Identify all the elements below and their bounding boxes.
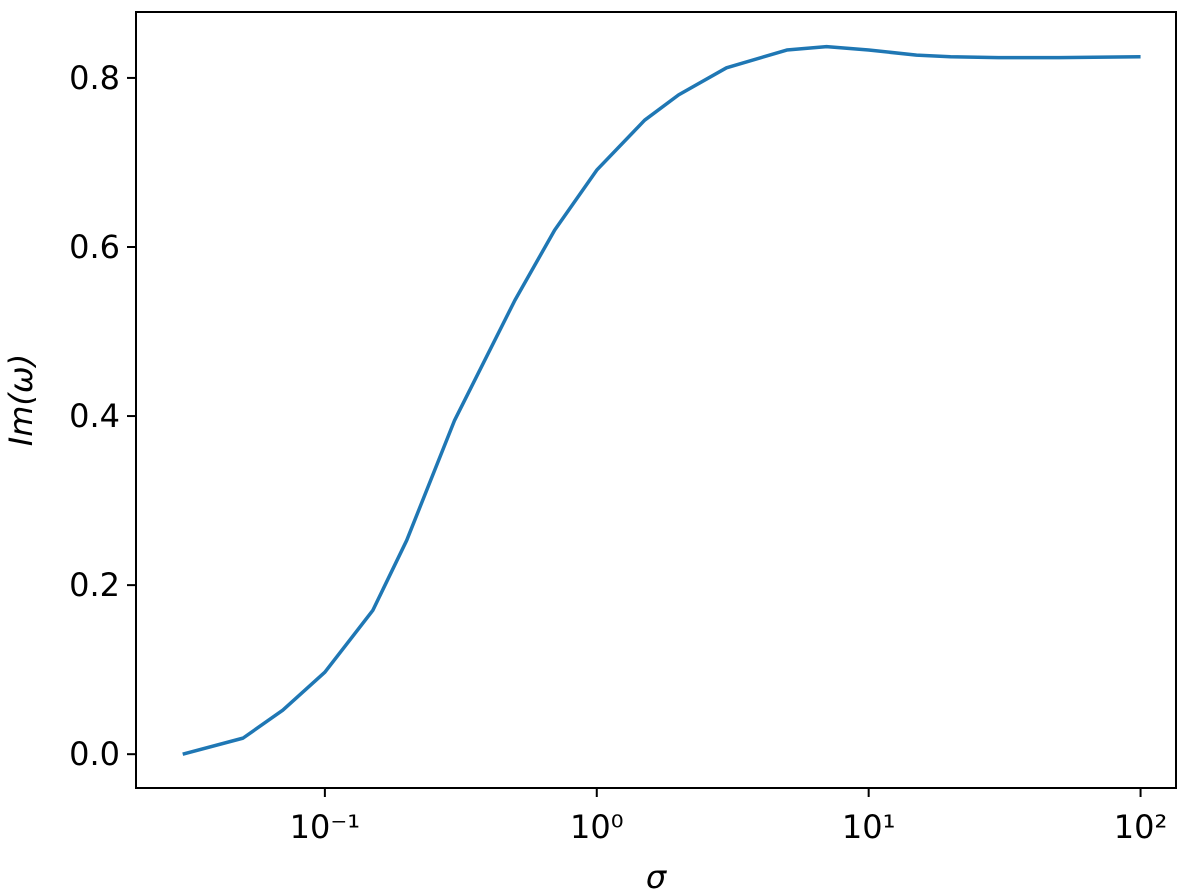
x-axis-label: σ bbox=[646, 858, 668, 891]
y-tick-label: 0.2 bbox=[69, 566, 120, 604]
x-tick-label: 10² bbox=[1114, 808, 1168, 846]
x-tick-label: 10⁰ bbox=[570, 808, 624, 846]
x-tick-label: 10⁻¹ bbox=[290, 808, 360, 846]
y-axis-label: Im(ω) bbox=[2, 354, 40, 446]
data-line bbox=[182, 44, 1141, 756]
y-tick-label: 0.6 bbox=[69, 228, 120, 266]
y-tick-label: 0.0 bbox=[69, 735, 120, 773]
plot-frame bbox=[135, 11, 1177, 789]
y-tick-label: 0.4 bbox=[69, 397, 120, 435]
y-tick-label: 0.8 bbox=[69, 59, 120, 97]
x-tick-label: 10¹ bbox=[842, 808, 896, 846]
